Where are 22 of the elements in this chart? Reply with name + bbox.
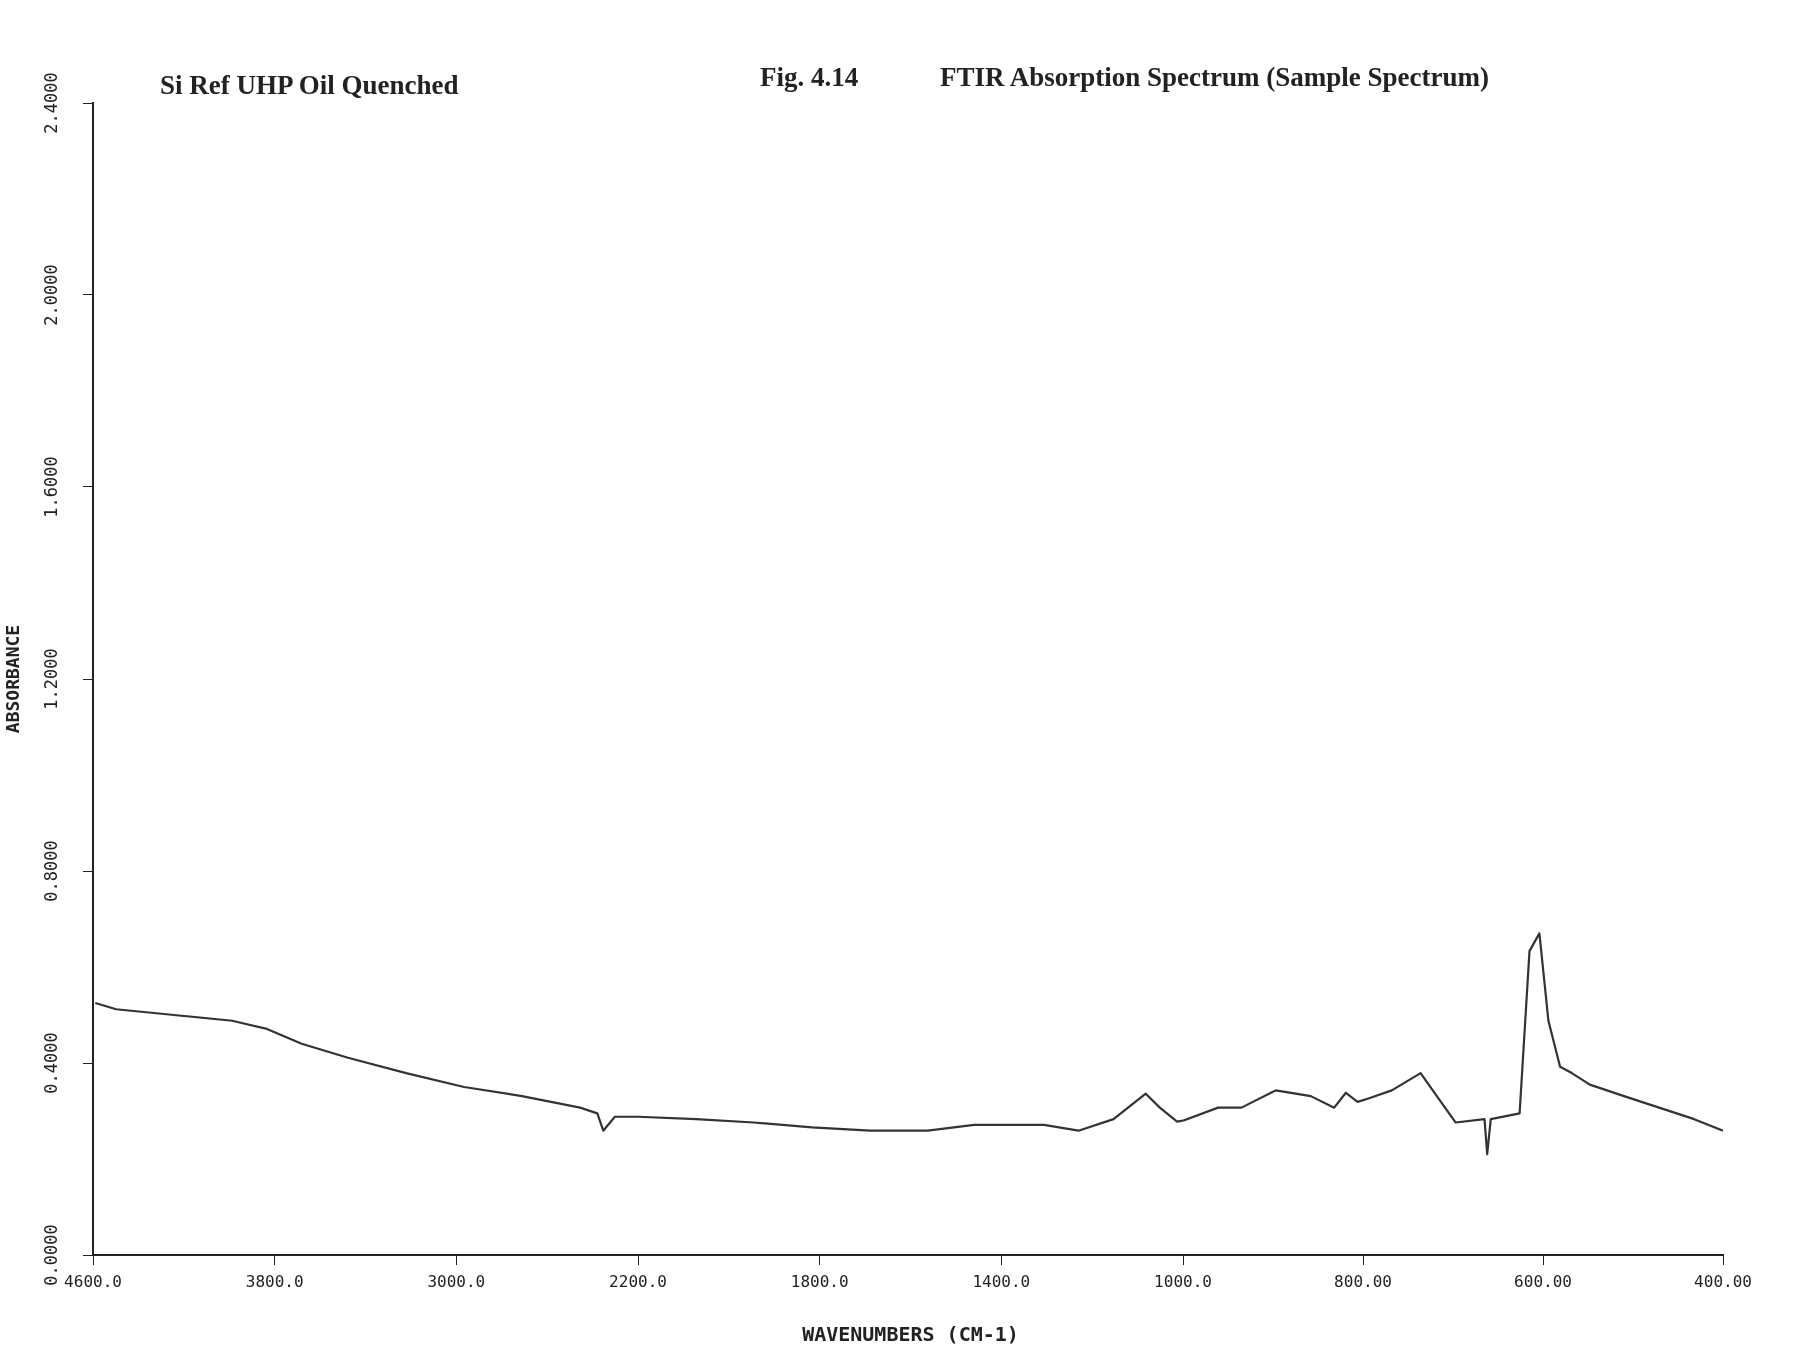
chart-title: FTIR Absorption Spectrum (Sample Spectrum) xyxy=(940,62,1490,93)
x-tick-label: 3000.0 xyxy=(427,1271,486,1291)
caption: Fig. 4.14 xyxy=(760,62,859,93)
y-tick-label: 0.4000 xyxy=(41,1032,62,1094)
x-tick-label: 800.00 xyxy=(1334,1271,1392,1291)
y-tick-label: 2.4000 xyxy=(41,72,62,134)
x-axis-title: WAVENUMBERS (CM-1) xyxy=(802,1322,1019,1347)
y-tick-label: 0.8000 xyxy=(41,840,62,902)
x-tick-label: 2200.0 xyxy=(609,1271,667,1291)
x-tick-label: 1800.0 xyxy=(790,1271,849,1291)
y-tick-label: 1.2000 xyxy=(41,648,62,710)
x-tick-label: 1000.0 xyxy=(1154,1271,1212,1291)
x-tick-label: 600.00 xyxy=(1514,1271,1572,1291)
text: Si Ref UHP Oil Quenched xyxy=(160,70,459,101)
x-tick-label: 4600.0 xyxy=(64,1271,122,1291)
y-tick-label: 1.6000 xyxy=(41,456,62,518)
x-tick-label: 1400.0 xyxy=(972,1271,1031,1291)
y-tick-label: 0.0000 xyxy=(41,1224,62,1286)
y-axis-title: ABSORBANCE xyxy=(2,624,24,734)
x-tick-label: 3800.0 xyxy=(245,1271,304,1291)
x-tick-label: 400.00 xyxy=(1694,1271,1752,1291)
y-tick-label: 2.0000 xyxy=(41,264,62,326)
